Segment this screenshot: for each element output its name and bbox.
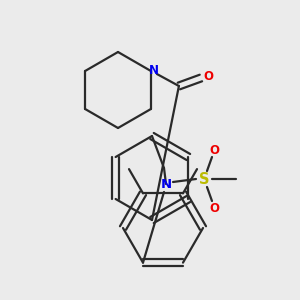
Text: N: N	[149, 64, 159, 77]
Text: N: N	[160, 178, 172, 190]
Text: O: O	[209, 143, 219, 157]
Text: O: O	[209, 202, 219, 214]
Text: S: S	[199, 172, 209, 187]
Text: O: O	[203, 70, 213, 83]
